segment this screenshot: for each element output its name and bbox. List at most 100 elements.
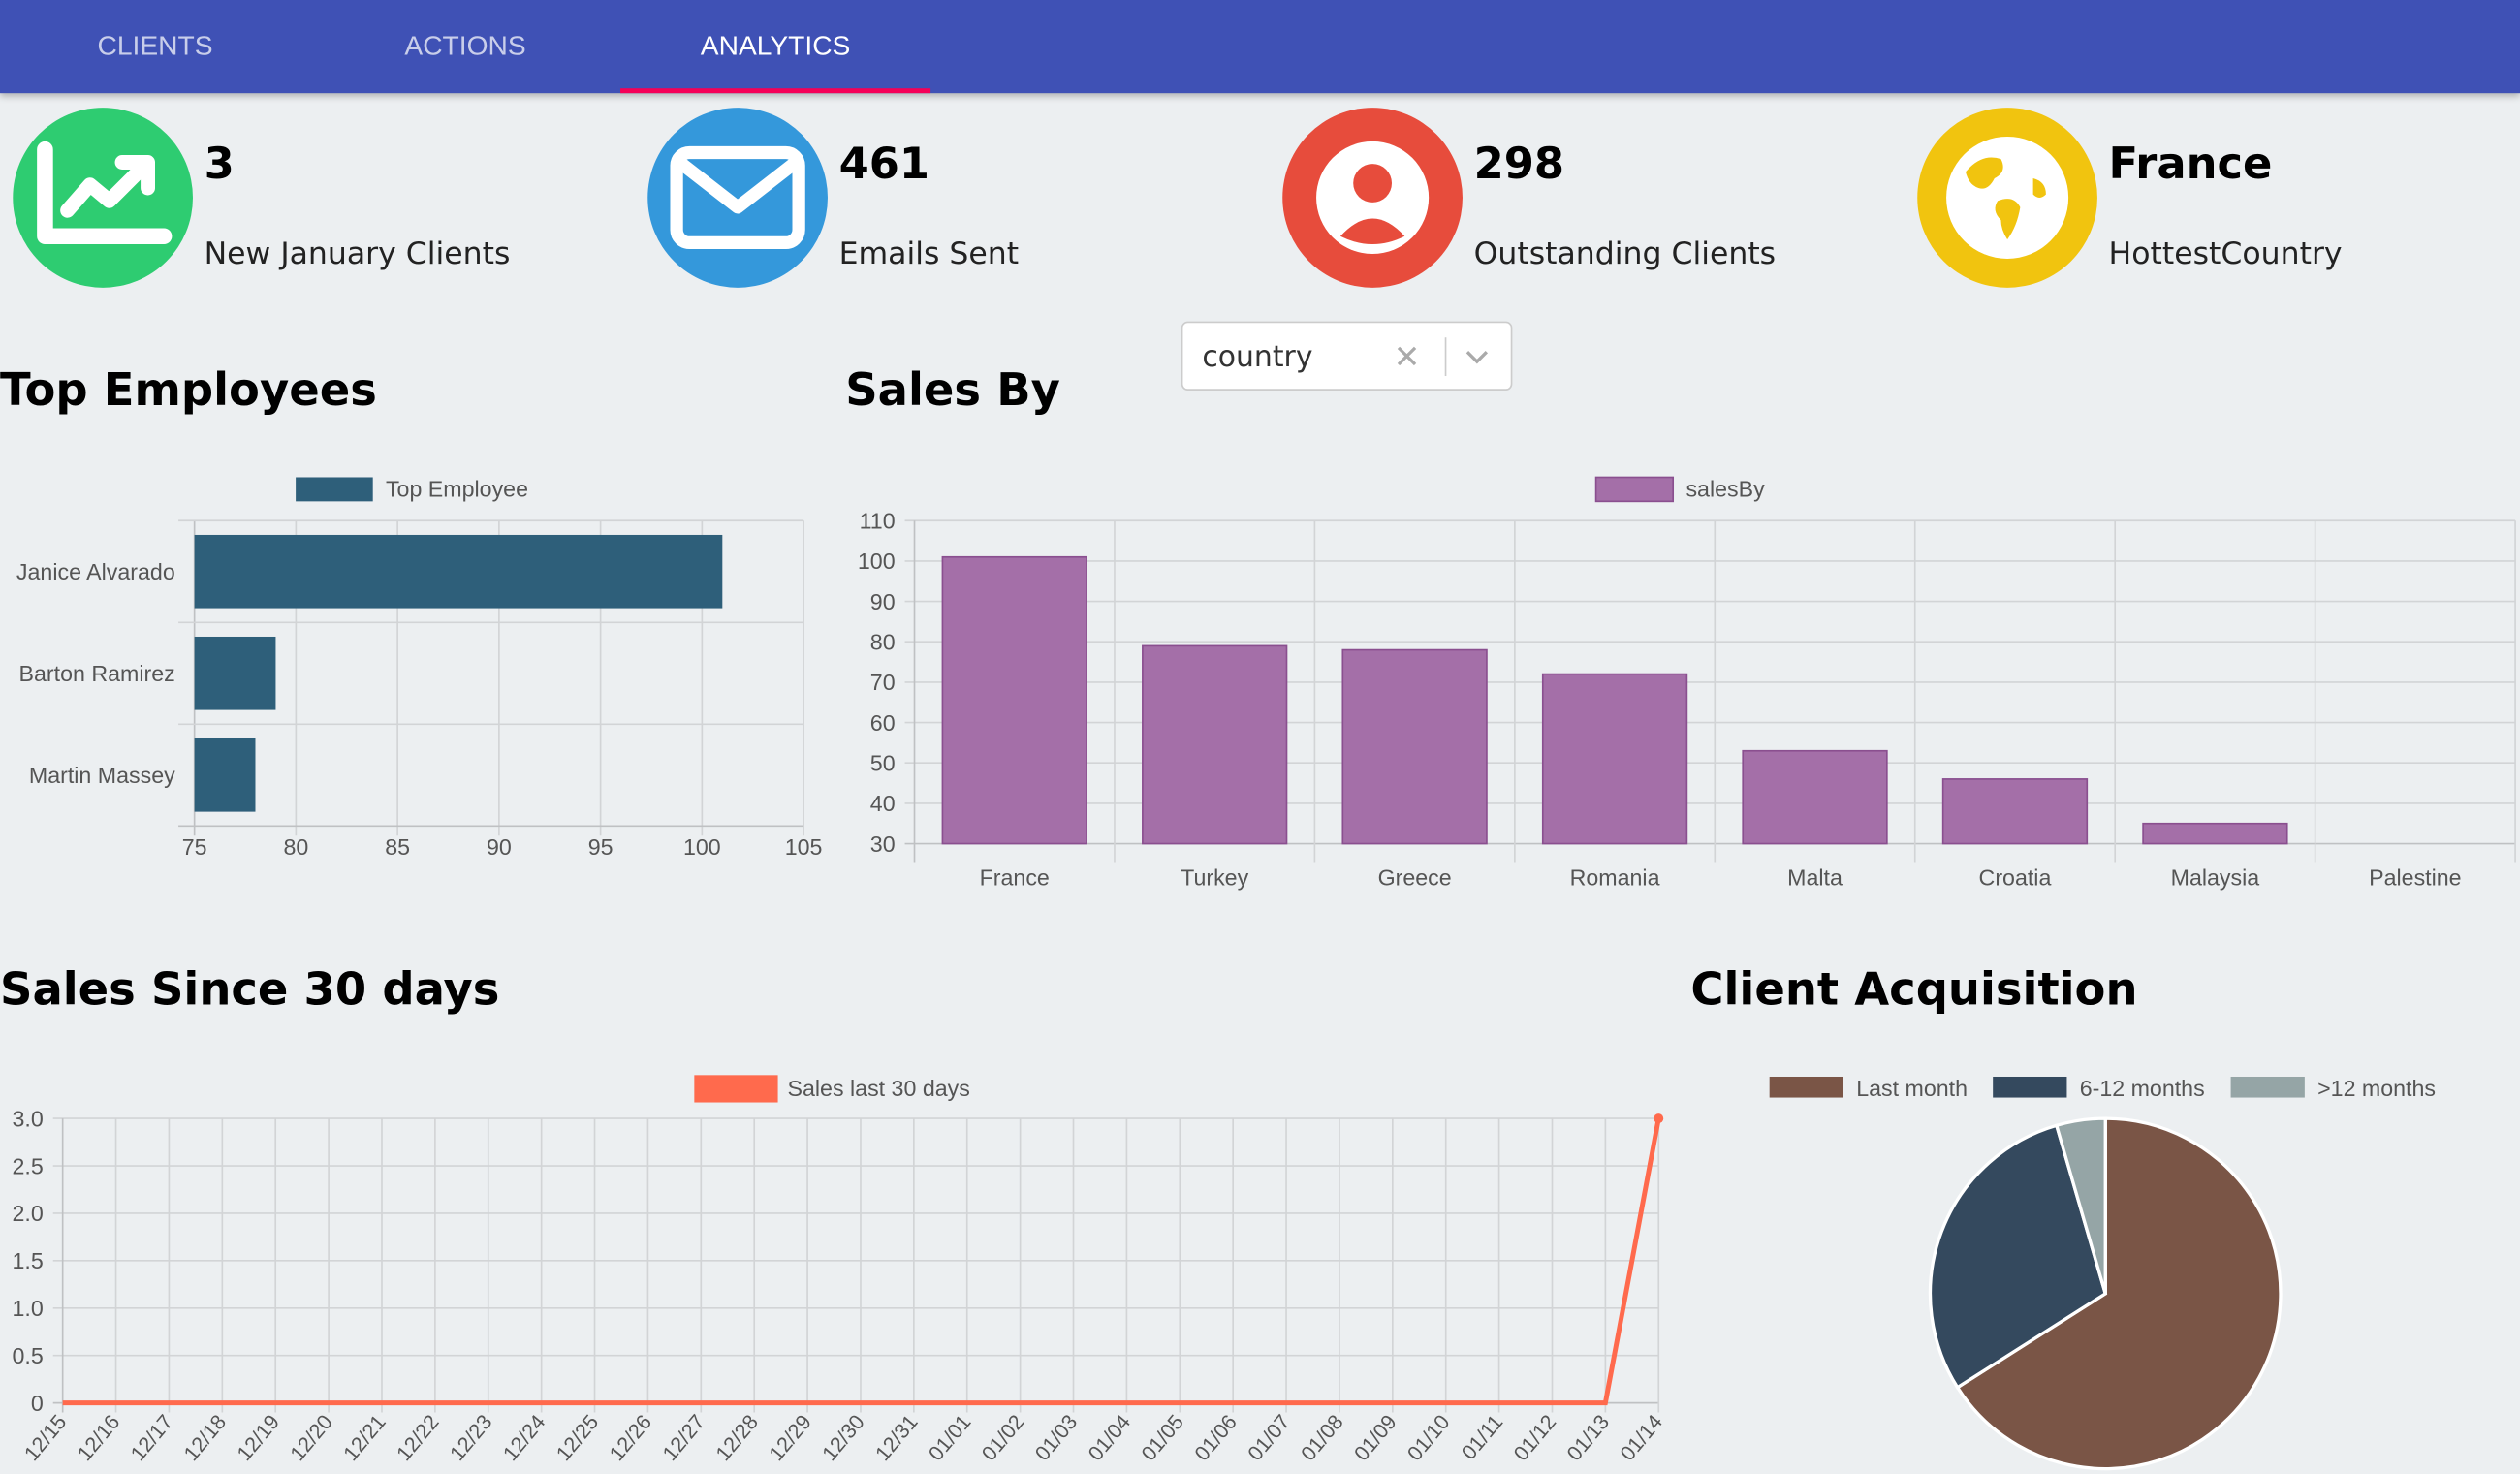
category-label: Malta xyxy=(1787,865,1843,891)
category-label: Croatia xyxy=(1979,865,2052,891)
tick-label: 75 xyxy=(182,834,207,860)
stat-value: 461 xyxy=(838,140,930,190)
tick-label: 80 xyxy=(870,630,896,655)
tick-label: 0.5 xyxy=(13,1343,44,1368)
tick-label: 2.5 xyxy=(13,1153,44,1178)
tick-label: 01/06 xyxy=(1189,1410,1242,1465)
bar xyxy=(941,555,1087,845)
tab-analytics[interactable]: ANALYTICS xyxy=(700,30,851,62)
tab-actions[interactable]: ACTIONS xyxy=(404,30,526,62)
tick-label: 80 xyxy=(283,834,308,860)
tick-label: 0 xyxy=(31,1391,44,1416)
tick-label: 12/18 xyxy=(178,1410,231,1465)
tick-label: 12/19 xyxy=(232,1410,284,1465)
tick-label: 01/14 xyxy=(1615,1410,1667,1465)
category-label: France xyxy=(980,865,1050,891)
bar xyxy=(2142,822,2288,845)
bar xyxy=(1142,644,1288,845)
stat-label: New January Clients xyxy=(204,235,511,272)
tick-label: 12/24 xyxy=(498,1410,551,1465)
tick-label: 12/31 xyxy=(870,1410,923,1465)
sales-30-days-chart: Sales last 30 days 0 0.5 1.0 1.5 2.0 2.5 3.0 12/… xyxy=(13,1075,1667,1465)
bar xyxy=(194,534,723,609)
tab-clients[interactable]: CLIENTS xyxy=(97,30,213,62)
tick-label: 50 xyxy=(870,751,896,776)
tick-label: 01/03 xyxy=(1030,1410,1083,1465)
top-employees-chart: Top Employee 75 80 85 90 95 100 105 Janice Alvar… xyxy=(16,476,823,860)
legend-swatch xyxy=(296,477,373,502)
category-label: Janice Alvarado xyxy=(16,559,175,584)
stat-card-new-clients: 3 New January Clients xyxy=(13,108,640,288)
tick-label: 01/13 xyxy=(1561,1410,1614,1465)
select-value: country xyxy=(1202,340,1313,375)
tick-label: 12/23 xyxy=(445,1410,497,1465)
tick-label: 01/08 xyxy=(1296,1410,1348,1465)
tick-label: 12/26 xyxy=(604,1410,656,1465)
bar xyxy=(1341,648,1488,845)
category-label: Turkey xyxy=(1181,865,1248,891)
active-tab-indicator xyxy=(620,88,931,94)
tick-label: 12/27 xyxy=(657,1410,709,1465)
legend-label: Sales last 30 days xyxy=(788,1076,970,1101)
tick-label: 105 xyxy=(785,834,823,860)
tick-label: 100 xyxy=(683,834,721,860)
legend-label: 6-12 months xyxy=(2080,1076,2205,1101)
top-navbar: CLIENTS ACTIONS ANALYTICS xyxy=(0,0,2520,94)
legend-swatch xyxy=(1769,1076,1843,1098)
tick-label: 60 xyxy=(870,710,896,736)
bar xyxy=(194,636,276,710)
tick-label: 12/17 xyxy=(125,1410,177,1465)
client-acquisition-title: Client Acquisition xyxy=(1690,962,2138,1016)
category-label: Romania xyxy=(1570,865,1660,891)
stat-value: France xyxy=(2108,140,2273,190)
tick-label: 01/07 xyxy=(1243,1410,1295,1465)
category-label: Palestine xyxy=(2369,865,2461,891)
tick-label: 1.5 xyxy=(13,1248,44,1273)
sales-by-chart: salesBy 30 40 50 60 70 80 90 100 110 France Turkey G… xyxy=(858,476,2516,891)
tick-label: 30 xyxy=(870,831,896,857)
pie-slice xyxy=(1955,1116,2283,1471)
tick-label: 3.0 xyxy=(13,1106,44,1131)
top-employees-title: Top Employees xyxy=(0,362,377,417)
tick-label: 01/10 xyxy=(1402,1410,1455,1465)
select-separator xyxy=(1444,337,1447,377)
stat-label: HottestCountry xyxy=(2108,235,2343,272)
stat-card-outstanding-clients: 298 Outstanding Clients xyxy=(1282,108,1909,288)
legend-swatch xyxy=(694,1075,778,1103)
tick-label: 01/09 xyxy=(1349,1410,1402,1465)
tick-label: 12/28 xyxy=(710,1410,763,1465)
bar xyxy=(1742,749,1888,845)
user-circle-icon xyxy=(1282,108,1463,288)
data-point xyxy=(1654,1113,1664,1124)
chevron-down-icon[interactable] xyxy=(1465,344,1491,376)
tick-label: 12/30 xyxy=(817,1410,869,1465)
bar xyxy=(1541,673,1688,845)
sales-by-select[interactable]: country ✕ xyxy=(1181,321,1513,391)
legend-label: >12 months xyxy=(2317,1076,2436,1101)
sales-by-title: Sales By xyxy=(845,362,1060,417)
tick-label: 90 xyxy=(870,589,896,614)
tick-label: 12/25 xyxy=(551,1410,604,1465)
category-label: Barton Ramirez xyxy=(19,661,175,686)
clear-icon[interactable]: ✕ xyxy=(1393,337,1421,377)
tick-label: 90 xyxy=(487,834,512,860)
legend-swatch xyxy=(1594,476,1675,503)
legend-label: Top Employee xyxy=(386,476,528,501)
tick-label: 2.0 xyxy=(13,1201,44,1226)
stat-label: Emails Sent xyxy=(838,235,1020,272)
mail-icon xyxy=(647,108,828,288)
tick-label: 70 xyxy=(870,670,896,695)
client-acquisition-chart: Last month 6-12 months >12 months xyxy=(1769,1076,2436,1471)
stat-value: 3 xyxy=(204,140,235,190)
tick-label: 12/29 xyxy=(764,1410,816,1465)
tick-label: 01/12 xyxy=(1508,1410,1560,1465)
tick-label: 40 xyxy=(870,791,896,816)
category-label: Martin Massey xyxy=(29,763,175,788)
category-label: Greece xyxy=(1378,865,1452,891)
tick-label: 85 xyxy=(385,834,410,860)
tick-label: 01/04 xyxy=(1083,1410,1135,1465)
bar xyxy=(194,737,256,812)
legend-swatch xyxy=(1993,1076,2067,1098)
series-line xyxy=(62,1117,1661,1406)
stat-card-hottest-country: France HottestCountry xyxy=(1917,108,2520,288)
